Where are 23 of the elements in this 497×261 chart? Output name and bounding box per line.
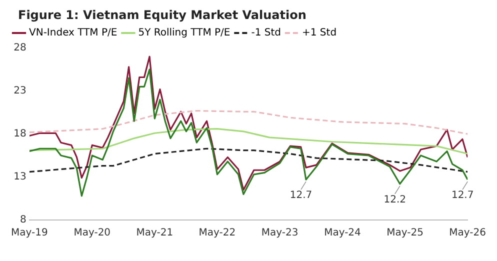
x-tick-label: May-23	[261, 228, 298, 239]
x-tick-label: May-22	[198, 228, 236, 239]
legend-label: -1 Std	[251, 28, 281, 39]
y-tick-label: 8	[20, 214, 26, 226]
y-tick-label: 13	[14, 172, 26, 183]
annotation: 12.7	[451, 190, 474, 202]
x-tick-label: May-26	[449, 228, 486, 239]
legend-label: 5Y Rolling TTM P/E	[138, 28, 230, 39]
x-tick-label: May-24	[324, 228, 361, 239]
y-tick-label: 28	[14, 42, 26, 54]
line-series	[29, 110, 468, 135]
annotation: 12.2	[384, 194, 406, 206]
x-tick-label: May-20	[74, 228, 111, 239]
annotation: 12.7	[290, 190, 312, 202]
legend-label: VN-Index TTM P/E	[29, 28, 118, 39]
chart-title: Figure 1: Vietnam Equity Market Valuation	[18, 8, 308, 22]
line-series	[29, 148, 468, 173]
legend-label: +1 Std	[302, 28, 337, 39]
x-tick-label: May-21	[136, 228, 174, 239]
x-tick-label: May-19	[10, 228, 48, 239]
x-tick-label: May-25	[386, 228, 424, 239]
y-tick-label: 23	[14, 86, 26, 97]
y-tick-label: 18	[14, 128, 26, 140]
